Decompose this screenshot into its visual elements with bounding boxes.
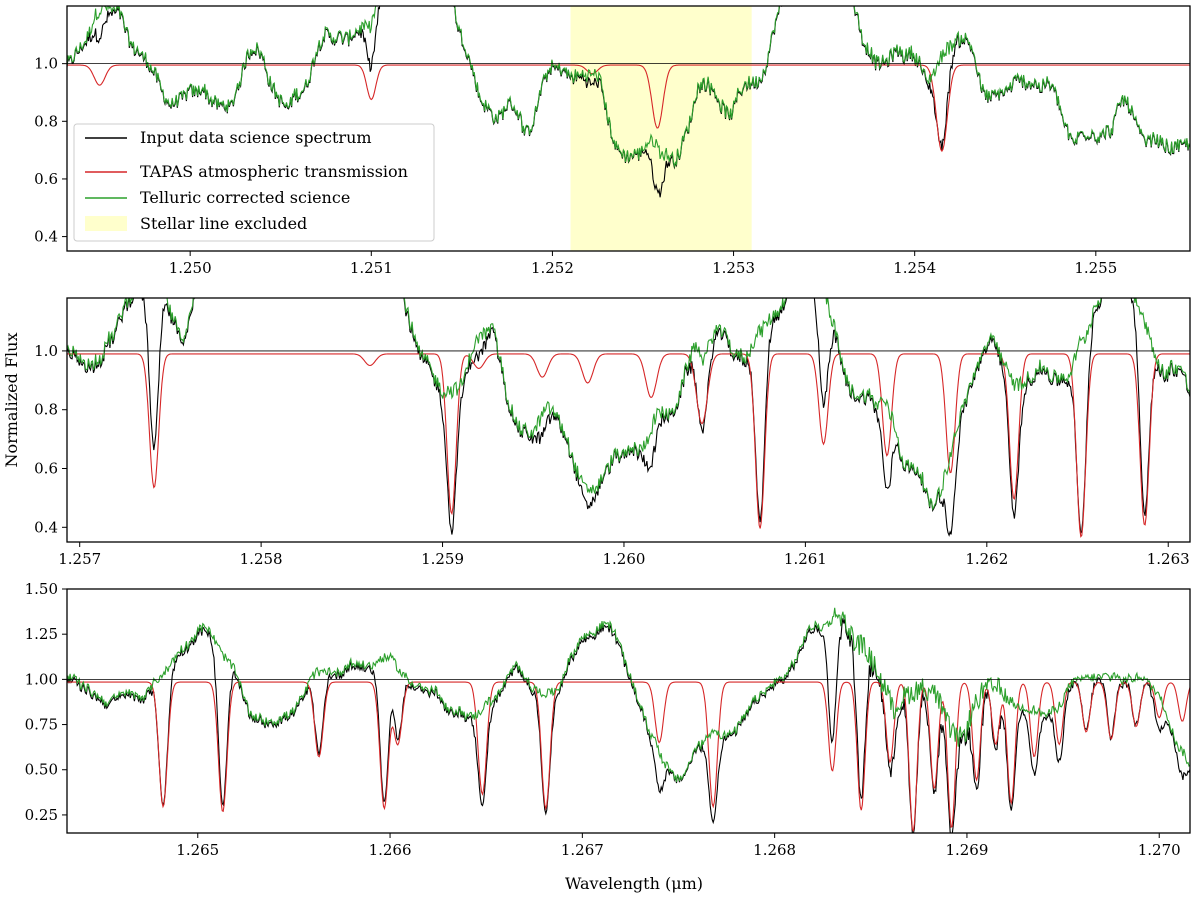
panel-middle: 1.257 1.258 1.259 1.260 1.261 1.262 1.263 0.4 0.… (34, 297, 1191, 568)
x-tick-label: 1.258 (240, 550, 283, 568)
x-tick-label: 1.254 (893, 259, 936, 277)
x-tick-label: 1.255 (1074, 259, 1117, 277)
y-tick-label: 1.0 (34, 55, 58, 73)
x-tick-label: 1.268 (753, 841, 796, 859)
y-tick-label: 0.8 (34, 112, 58, 130)
legend-swatch-excluded (85, 216, 127, 231)
plot-area (67, 607, 1190, 833)
y-tick-label: 1.0 (34, 342, 58, 360)
y-tick-label: 0.4 (34, 228, 58, 246)
x-tick-label: 1.266 (369, 841, 412, 859)
y-tick-label: 0.50 (25, 761, 58, 779)
panel-top: 1.250 1.251 1.252 1.253 1.254 1.255 0.4 0.6 0.8 1… (34, 5, 1191, 277)
legend-label-corrected: Telluric corrected science (140, 188, 350, 207)
legend-label-tapas: TAPAS atmospheric transmission (140, 162, 408, 181)
x-tick-label: 1.251 (350, 259, 393, 277)
y-axis-title: Normalized Flux (2, 333, 21, 468)
series-input-line (67, 618, 1190, 833)
x-tick-label: 1.253 (712, 259, 755, 277)
y-tick-label: 0.6 (34, 170, 58, 188)
series-corrected-line (67, 6, 1190, 169)
legend: Input data science spectrum TAPAS atmosp… (73, 123, 435, 242)
x-tick-label: 1.259 (421, 550, 464, 568)
x-axis-title: Wavelength (μm) (565, 874, 703, 893)
y-tick-label: 0.25 (25, 806, 58, 824)
legend-label-excluded: Stellar line excluded (140, 214, 307, 233)
series-corrected-line (67, 607, 1190, 782)
axes-frame (66, 5, 1191, 252)
plot-area (67, 6, 1190, 251)
series-tapas-line (67, 353, 1190, 538)
x-tick-label: 1.260 (602, 550, 645, 568)
legend-box (73, 123, 435, 242)
y-tick-label: 0.4 (34, 518, 58, 536)
x-tick-label: 1.250 (169, 259, 212, 277)
y-tick-label: 1.00 (25, 670, 58, 688)
legend-label-input: Input data science spectrum (140, 128, 372, 147)
x-tick-label: 1.270 (1138, 841, 1181, 859)
x-tick-label: 1.263 (1147, 550, 1190, 568)
axes-frame (66, 588, 1191, 834)
excluded-region (570, 6, 752, 251)
x-tick-label: 1.267 (561, 841, 604, 859)
x-tick-label: 1.265 (176, 841, 219, 859)
series-tapas-line (67, 681, 1190, 832)
y-tick-label: 1.25 (25, 625, 58, 643)
axes-frame (66, 297, 1191, 543)
x-tick-label: 1.252 (531, 259, 574, 277)
y-tick-label: 0.6 (34, 460, 58, 478)
series-tapas-line (67, 64, 1190, 153)
y-tick-label: 1.50 (25, 580, 58, 598)
series-corrected-line (67, 298, 1190, 511)
y-tick-label: 0.75 (25, 716, 58, 734)
y-tick-label: 0.8 (34, 401, 58, 419)
plot-area (67, 298, 1190, 538)
panel-bottom: 1.265 1.266 1.267 1.268 1.269 1.270 0.25 0.50 0.… (25, 580, 1191, 859)
x-tick-label: 1.269 (945, 841, 988, 859)
x-tick-label: 1.257 (58, 550, 101, 568)
x-tick-label: 1.262 (965, 550, 1008, 568)
x-tick-label: 1.261 (784, 550, 827, 568)
